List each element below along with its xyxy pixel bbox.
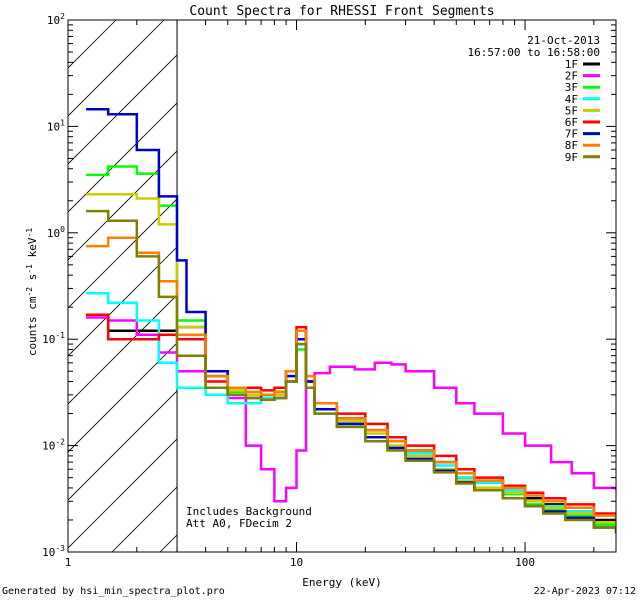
chart-title: Count Spectra for RHESSI Front Segments [189,4,494,19]
hatch-line [68,150,178,261]
x-tick-label: 1 [65,556,72,569]
hatch-line [68,20,165,117]
series-8F-line [86,236,616,520]
series-2F-line [86,316,616,503]
annotation-background: Includes Background [186,505,312,518]
x-tick-label: 100 [515,556,535,569]
footer-generated-by: Generated by hsi_min_spectra_plot.pro [2,586,225,597]
axis-ticks: 1 10 100 10-3 10-2 10-1 100 101 102 [42,12,616,569]
hatch-line [68,20,117,69]
legend-label-8F: 8F [565,139,578,152]
hatch-line [68,246,178,357]
series-5F-line [86,193,616,528]
hatch-line [68,54,178,165]
hatch-line [68,198,178,309]
annotation-attenuator: Att A0, FDecim 2 [186,517,292,530]
legend-time-range: 16:57:00 to 16:58:00 [468,46,600,59]
svg-text:counts cm-2 s-1 keV-1: counts cm-2 s-1 keV-1 [25,228,39,356]
legend-label-6F: 6F [565,116,578,129]
y-axis-label-mid: s [26,274,39,287]
legend-label-5F: 5F [565,104,578,117]
legend-label-7F: 7F [565,128,578,141]
y-axis-label-exp1: -2 [25,287,34,297]
legend-label-2F: 2F [565,70,578,83]
legend-label-1F: 1F [565,58,578,71]
hatch-line [111,486,178,552]
y-axis-label-exp2: -1 [25,264,34,274]
legend-label-9F: 9F [565,151,578,164]
series-layer [86,107,616,534]
y-tick-label: 101 [47,118,65,133]
y-tick-label: 102 [47,12,65,27]
x-tick-label: 10 [290,556,303,569]
y-tick-label: 10-3 [42,544,65,559]
legend-label-4F: 4F [565,93,578,106]
series-7F-line [86,107,616,534]
series-9F-line [86,209,616,534]
y-tick-label: 10-1 [42,331,65,346]
hatch-line [68,438,178,549]
y-tick-label: 100 [47,225,65,240]
footer-timestamp: 22-Apr-2023 07:12 [534,586,636,597]
legend-date: 21-Oct-2013 [527,34,600,47]
excluded-energy-hatch [68,20,178,552]
hatch-line [68,102,178,213]
y-axis-label: counts cm-2 s-1 keV-1 [25,228,39,356]
plot-frame [67,19,617,553]
hatch-line [68,342,178,453]
y-axis-label-mid2: keV [26,237,39,264]
y-axis-label-exp3: -1 [25,228,34,238]
x-axis-label: Energy (keV) [302,576,381,589]
y-tick-label: 10-2 [42,438,65,453]
legend-label-3F: 3F [565,81,578,94]
series-3F-line [86,165,616,531]
y-axis-label-base: counts cm [26,296,39,356]
hatch-line [68,390,178,501]
